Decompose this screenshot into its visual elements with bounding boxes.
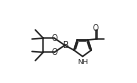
Text: O: O xyxy=(93,24,99,33)
Text: O: O xyxy=(52,48,57,57)
Text: NH: NH xyxy=(77,59,88,65)
Text: O: O xyxy=(52,34,57,42)
Text: B: B xyxy=(62,41,68,50)
